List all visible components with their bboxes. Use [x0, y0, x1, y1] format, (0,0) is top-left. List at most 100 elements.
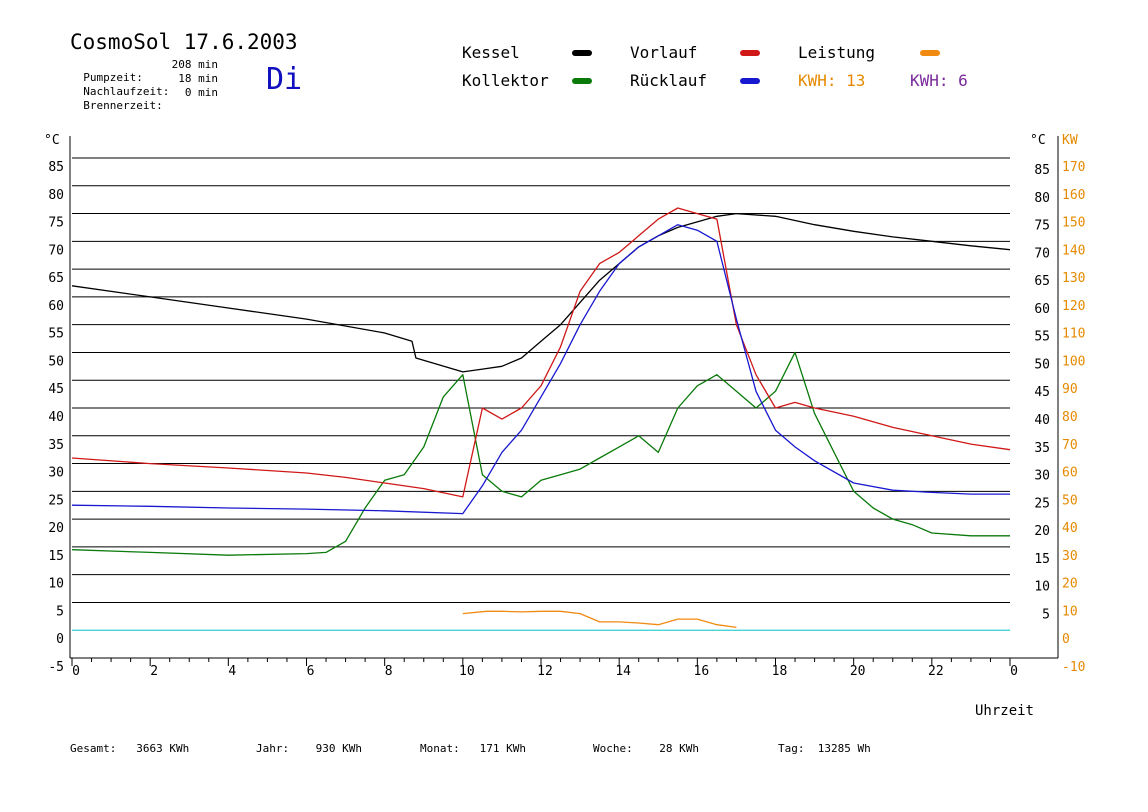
y-tick-label-left: 40 — [48, 410, 64, 425]
y-tick-label-right-kw: 10 — [1062, 604, 1078, 619]
x-tick-label: 18 — [772, 664, 788, 679]
stat-label: Pumpzeit: — [83, 71, 143, 84]
y-tick-label-right-celsius: 85 — [1034, 163, 1050, 178]
weekday-label: Di — [266, 62, 303, 97]
y-tick-label-right-celsius: 70 — [1034, 246, 1050, 261]
y-tick-label-left: 75 — [48, 216, 64, 231]
y-tick-label-right-celsius: 55 — [1034, 330, 1050, 345]
y-tick-label-left: 60 — [48, 299, 64, 314]
stat-brennerzeit: Brennerzeit: — [70, 86, 163, 112]
y-tick-label-right-celsius: 65 — [1034, 274, 1050, 289]
stat-label: Nachlaufzeit: — [83, 85, 170, 98]
y-tick-label-right-celsius: 30 — [1034, 469, 1050, 484]
y-tick-label-left: 35 — [48, 438, 64, 453]
x-tick-label: 12 — [537, 664, 553, 679]
x-axis-label: Uhrzeit — [975, 703, 1034, 719]
y-tick-label-right-celsius: 50 — [1034, 357, 1050, 372]
series-line-leistung — [462, 610, 737, 629]
stat-label: Brennerzeit: — [83, 99, 163, 112]
series-line-vorlauf — [71, 207, 1011, 498]
x-tick-label: 14 — [615, 664, 631, 679]
y-tick-label-right-kw: 150 — [1062, 216, 1085, 231]
x-tick-label: 6 — [307, 664, 315, 679]
footer-label: Gesamt: — [70, 742, 117, 755]
y-axis-unit-right-celsius: °C — [1030, 133, 1046, 148]
chart-title: CosmoSol 17.6.2003 — [70, 30, 298, 54]
y-tick-label-right-kw: 20 — [1062, 577, 1078, 592]
y-tick-label-right-kw: 100 — [1062, 354, 1085, 369]
y-tick-label-right-kw: 0 — [1062, 632, 1070, 647]
y-tick-label-right-celsius: 45 — [1034, 385, 1050, 400]
kwh-value: 13 — [846, 71, 866, 90]
y-tick-label-right-kw: 130 — [1062, 271, 1085, 286]
y-tick-label-right-kw: 160 — [1062, 188, 1085, 203]
footer-gesamt: Gesamt: 3663 KWh — [70, 742, 189, 755]
y-tick-label-left: 5 — [56, 604, 64, 619]
y-tick-label-right-kw: -10 — [1062, 660, 1085, 675]
x-tick-label: 2 — [150, 664, 158, 679]
y-tick-label-right-kw: 90 — [1062, 382, 1078, 397]
kwh-value: 6 — [958, 71, 968, 90]
legend-label-vorlauf: Vorlauf — [630, 43, 698, 62]
footer-value: 13285 Wh — [817, 742, 871, 755]
y-tick-label-left: 20 — [48, 521, 64, 536]
kwh-label: KWH: — [910, 71, 949, 90]
footer-label: Jahr: — [256, 742, 290, 755]
tick-labels: 0 2 4 6 8 10 12 14 16 18 20 22 085807570656055504540… — [44, 133, 1085, 719]
kwh-purple: KWH: 6 — [910, 71, 968, 90]
footer-label: Monat: — [420, 742, 460, 755]
footer-value: 28 KWh — [659, 742, 699, 755]
y-tick-label-right-kw: 140 — [1062, 243, 1085, 258]
stat-nachlaufzeit: Nachlaufzeit: — [70, 72, 169, 98]
y-tick-label-right-celsius: 40 — [1034, 413, 1050, 428]
footer-tag: Tag: 13285 Wh — [778, 742, 871, 755]
x-tick-label: 8 — [385, 664, 393, 679]
y-tick-label-right-celsius: 80 — [1034, 191, 1050, 206]
grid-lines — [72, 157, 1010, 631]
y-tick-label-left: 0 — [56, 632, 64, 647]
y-tick-label-left: 55 — [48, 327, 64, 342]
footer-woche: Woche: 28 KWh — [593, 742, 699, 755]
y-tick-label-right-kw: 50 — [1062, 493, 1078, 508]
y-tick-label-right-kw: 40 — [1062, 521, 1078, 536]
y-tick-label-left: 50 — [48, 354, 64, 369]
y-tick-label-right-kw: 110 — [1062, 327, 1085, 342]
legend-label-kessel: Kessel — [462, 43, 520, 62]
y-tick-label-right-kw: 30 — [1062, 549, 1078, 564]
x-tick-label: 0 — [72, 664, 80, 679]
x-tick-label: 10 — [459, 664, 475, 679]
footer-value: 171 KWh — [479, 742, 526, 755]
y-tick-label-right-kw: 80 — [1062, 410, 1078, 425]
y-tick-label-left: 85 — [48, 160, 64, 175]
y-tick-label-left: 25 — [48, 493, 64, 508]
y-tick-label-right-celsius: 10 — [1034, 580, 1050, 595]
footer-value: 3663 KWh — [136, 742, 190, 755]
legend-swatch-kessel — [572, 50, 592, 56]
legend-label-ruecklauf: Rücklauf — [630, 71, 708, 90]
y-tick-label-right-celsius: 75 — [1034, 219, 1050, 234]
y-tick-label-right-celsius: 15 — [1034, 552, 1050, 567]
footer-label: Woche: — [593, 742, 633, 755]
kwh-orange: KWH: 13 — [798, 71, 865, 90]
series-lines — [71, 207, 1011, 629]
y-tick-label-left: 45 — [48, 382, 64, 397]
legend-swatch-ruecklauf — [740, 78, 760, 84]
stat-value: 208 min — [171, 58, 218, 71]
legend-swatch-kollektor — [572, 78, 592, 84]
y-tick-label-right-kw: 60 — [1062, 466, 1078, 481]
y-tick-label-left: 30 — [48, 466, 64, 481]
y-tick-label-right-celsius: 35 — [1034, 441, 1050, 456]
footer-value: 930 KWh — [315, 742, 362, 755]
y-tick-label-right-celsius: 5 — [1042, 607, 1050, 622]
x-tick-label: 16 — [694, 664, 710, 679]
y-tick-label-right-kw: 120 — [1062, 299, 1085, 314]
x-tick-label: 20 — [850, 664, 866, 679]
y-tick-label-left: 15 — [48, 549, 64, 564]
y-axis-unit-right-kw: KW — [1062, 133, 1078, 148]
axes — [69, 136, 1059, 666]
legend-label-leistung: Leistung — [798, 43, 876, 62]
y-axis-unit-left: °C — [44, 133, 60, 148]
legend-swatch-vorlauf — [740, 50, 760, 56]
legend-label-kollektor: Kollektor — [462, 71, 549, 90]
x-tick-label: 0 — [1010, 664, 1018, 679]
